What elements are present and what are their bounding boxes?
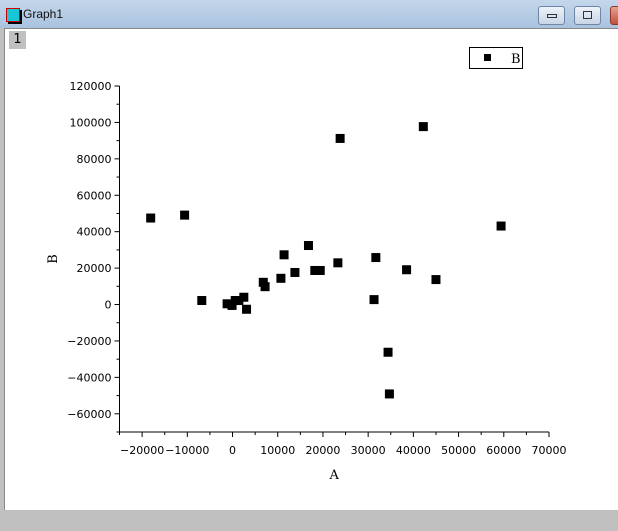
data-point [180, 210, 190, 220]
data-point [384, 389, 394, 399]
y-tick-label: −60000 [67, 408, 111, 421]
x-tick-label: 60000 [486, 444, 521, 457]
y-tick-label: 100000 [70, 116, 112, 129]
data-point [227, 300, 237, 310]
x-tick-label: 50000 [441, 444, 476, 457]
data-point [369, 295, 379, 305]
data-point [431, 275, 441, 285]
close-button[interactable] [610, 6, 618, 25]
x-tick-label: 30000 [351, 444, 386, 457]
origin-graph-icon [6, 8, 20, 22]
legend-label: B [511, 52, 521, 67]
data-point [222, 299, 232, 309]
data-point [383, 347, 393, 357]
layer-tab-1[interactable]: 1 [9, 31, 26, 49]
data-point [371, 253, 381, 263]
y-tick-label: 20000 [77, 262, 112, 275]
x-axis-label: A [329, 468, 340, 483]
data-point [315, 265, 325, 275]
data-point [335, 133, 345, 143]
data-point [310, 265, 320, 275]
y-tick-label: 0 [105, 299, 112, 312]
x-tick-label: 40000 [396, 444, 431, 457]
minimize-icon [547, 14, 557, 18]
y-tick-label: −40000 [67, 371, 111, 384]
y-tick-label: 120000 [70, 80, 112, 93]
window-title: Graph1 [23, 7, 64, 21]
data-point [276, 273, 286, 283]
x-tick-label: 70000 [532, 444, 567, 457]
y-axis-label: B [46, 254, 61, 264]
data-point [242, 304, 252, 314]
data-point [146, 213, 156, 223]
maximize-button[interactable] [574, 6, 601, 25]
x-tick-label: 20000 [305, 444, 340, 457]
data-point [279, 250, 289, 260]
data-point [402, 265, 412, 275]
data-point [333, 258, 343, 268]
status-bar [0, 510, 618, 531]
data-point [239, 292, 249, 302]
data-point [303, 241, 313, 251]
y-tick-label: 80000 [77, 153, 112, 166]
x-tick-label: 0 [229, 444, 236, 457]
data-point [496, 221, 506, 231]
y-tick-label: −20000 [67, 335, 111, 348]
minimize-button[interactable] [538, 6, 565, 25]
y-tick-label: 60000 [77, 189, 112, 202]
x-tick-label: −10000 [165, 444, 209, 457]
data-point [234, 296, 244, 306]
y-tick-label: 40000 [77, 226, 112, 239]
data-point [418, 122, 428, 132]
maximize-icon [583, 11, 592, 19]
data-point [260, 282, 270, 292]
legend-box [469, 47, 523, 69]
x-tick-label: −20000 [120, 444, 164, 457]
x-tick-label: 10000 [260, 444, 295, 457]
data-point [290, 267, 300, 277]
data-point [197, 296, 207, 306]
legend-marker [484, 54, 491, 61]
title-bar: Graph1 [0, 0, 618, 28]
